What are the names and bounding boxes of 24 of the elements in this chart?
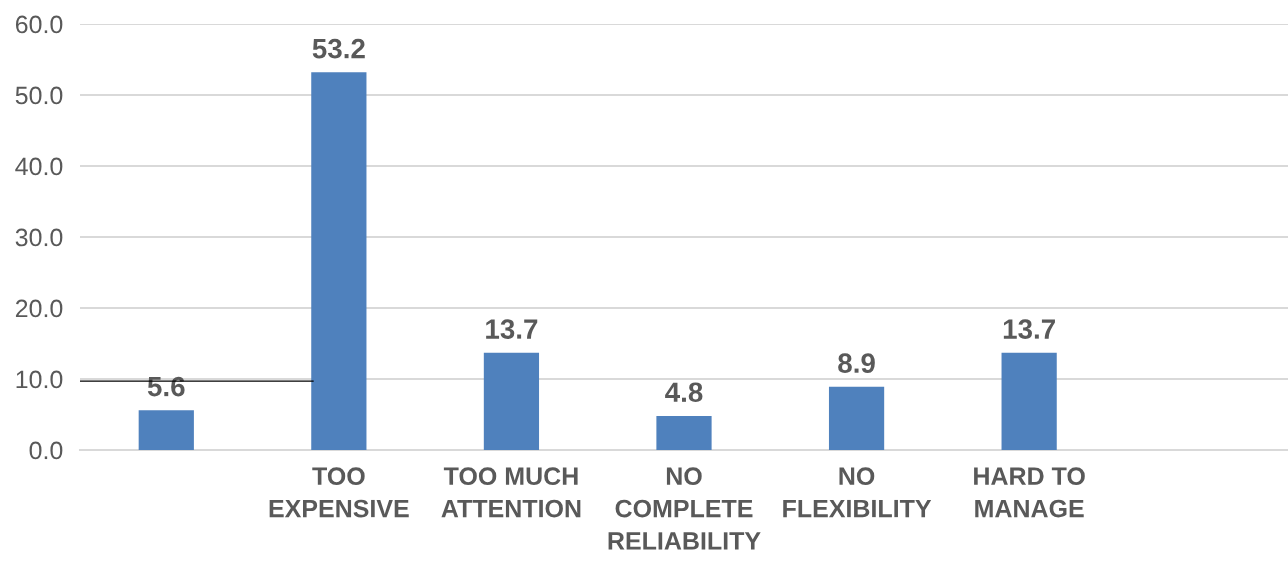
bar bbox=[483, 352, 540, 450]
bar bbox=[1001, 352, 1057, 450]
bar bbox=[828, 386, 885, 450]
x-tick-label: NO COMPLETE RELIABILITY bbox=[608, 467, 761, 550]
data-label: 8.9 bbox=[838, 353, 875, 373]
y-tick-label: 10.0 bbox=[16, 370, 63, 389]
y-tick-label: 30.0 bbox=[15, 228, 63, 247]
y-tick-label: 60.0 bbox=[15, 15, 63, 34]
x-tick-label: TOO MUCH ATTENTION bbox=[441, 467, 581, 518]
bar bbox=[311, 72, 367, 450]
y-tick-label: 40.0 bbox=[15, 157, 63, 176]
y-tick-label: 0.0 bbox=[29, 441, 63, 460]
x-tick-label: NO FLEXIBILITY bbox=[783, 467, 932, 518]
bar bbox=[138, 410, 194, 450]
data-label: 13.7 bbox=[1003, 319, 1055, 339]
data-label: 13.7 bbox=[486, 319, 538, 339]
y-tick-label: 50.0 bbox=[15, 86, 63, 105]
data-label: 5.6 bbox=[147, 376, 185, 397]
x-tick-label: HARD TO MANAGE bbox=[974, 467, 1085, 518]
data-label: 4.8 bbox=[665, 382, 703, 403]
x-tick-label: TOO EXPENSIVE bbox=[269, 467, 409, 518]
bar bbox=[656, 415, 712, 450]
data-label: 53.2 bbox=[312, 38, 365, 59]
y-tick-label: 20.0 bbox=[15, 299, 63, 318]
